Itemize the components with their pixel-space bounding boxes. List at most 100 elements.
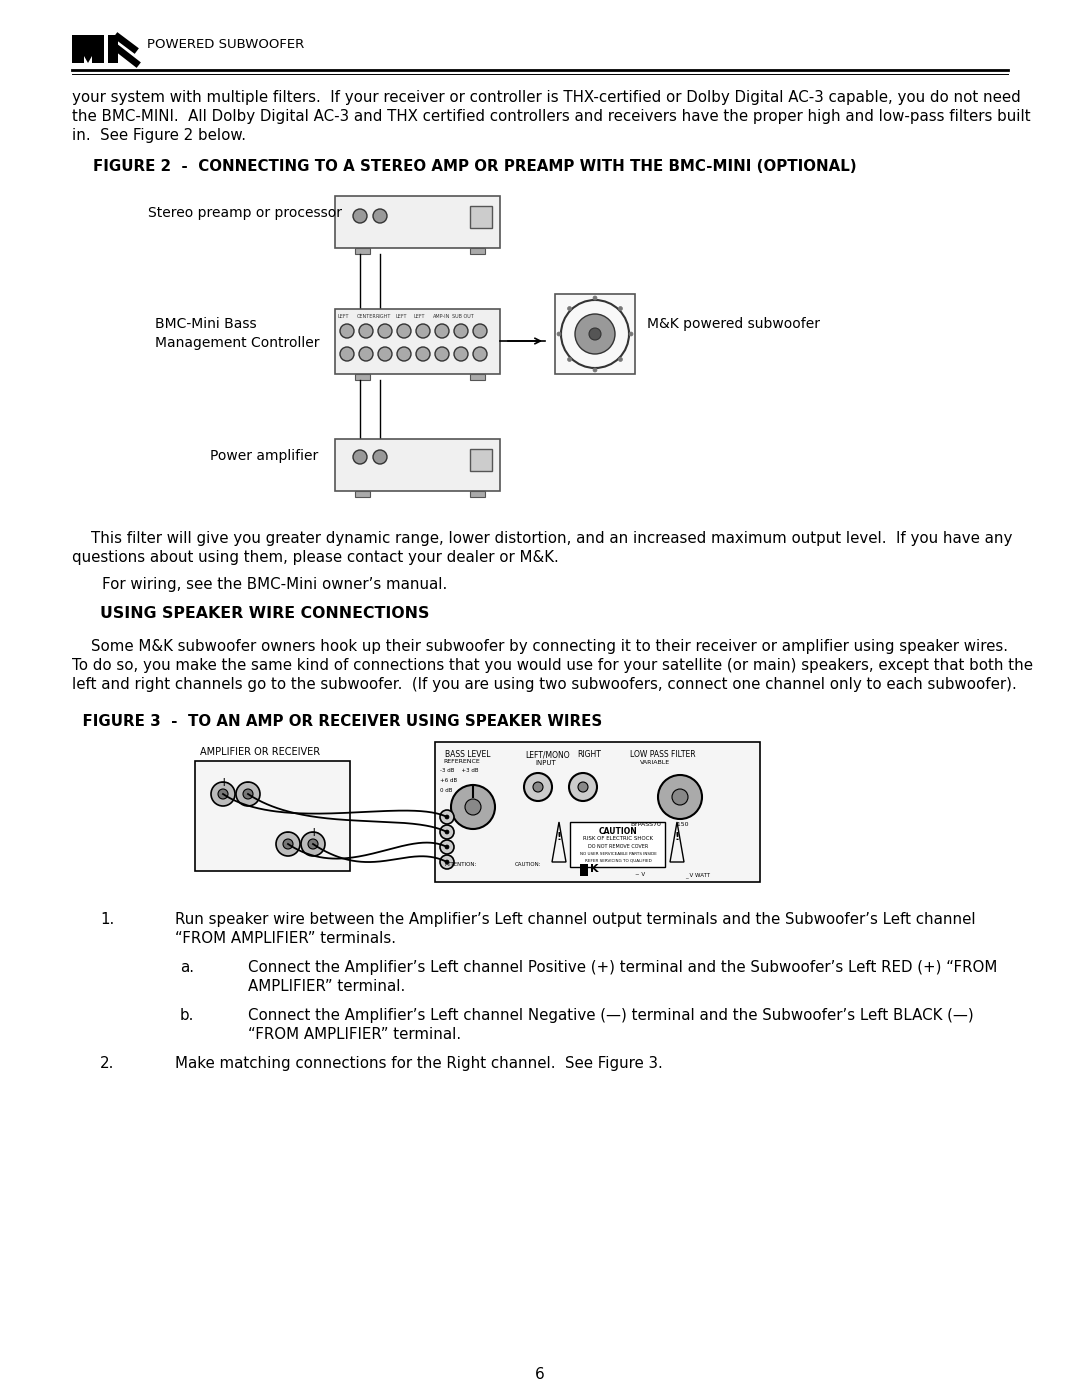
Bar [72, 35, 84, 63]
Circle shape [416, 346, 430, 360]
Circle shape [672, 789, 688, 805]
Text: NO USER SERVICEABLE PARTS INSIDE: NO USER SERVICEABLE PARTS INSIDE [580, 852, 657, 856]
Text: !: ! [556, 833, 562, 842]
Text: +: + [309, 826, 320, 840]
Circle shape [534, 782, 543, 792]
Text: RISK OF ELECTRIC SHOCK: RISK OF ELECTRIC SHOCK [583, 835, 653, 841]
Text: AMPLIFIER OR RECEIVER: AMPLIFIER OR RECEIVER [200, 747, 320, 757]
Circle shape [593, 367, 597, 372]
Circle shape [454, 346, 468, 360]
Circle shape [578, 782, 588, 792]
Text: REFERENCE: REFERENCE [443, 759, 480, 764]
Text: Management Controller: Management Controller [156, 337, 320, 351]
Circle shape [397, 324, 411, 338]
Circle shape [451, 785, 495, 828]
Text: -3 dB    +3 dB: -3 dB +3 dB [440, 768, 478, 773]
Bar [580, 863, 588, 876]
Text: LOW PASS FILTER: LOW PASS FILTER [630, 750, 696, 759]
Circle shape [378, 346, 392, 360]
Text: BMC-Mini Bass: BMC-Mini Bass [156, 317, 257, 331]
Text: CAUTION: CAUTION [598, 827, 637, 835]
Circle shape [568, 358, 571, 362]
Circle shape [353, 450, 367, 464]
Bar [335, 309, 500, 374]
Text: 1.: 1. [100, 912, 114, 928]
Circle shape [237, 782, 260, 806]
Circle shape [353, 210, 367, 224]
Circle shape [473, 324, 487, 338]
Circle shape [359, 324, 373, 338]
Text: AMPLIFIER” terminal.: AMPLIFIER” terminal. [248, 979, 405, 995]
Circle shape [435, 324, 449, 338]
Text: 0 dB: 0 dB [440, 788, 453, 793]
Bar [470, 249, 485, 254]
Circle shape [445, 814, 449, 819]
Bar [108, 35, 118, 63]
Circle shape [619, 306, 622, 310]
Circle shape [440, 855, 454, 869]
Text: 6: 6 [535, 1368, 545, 1382]
Bar [355, 249, 370, 254]
Text: USING SPEAKER WIRE CONNECTIONS: USING SPEAKER WIRE CONNECTIONS [100, 606, 430, 622]
Circle shape [575, 314, 615, 353]
Text: BYPASS: BYPASS [630, 821, 653, 827]
Text: “FROM AMPLIFIER” terminal.: “FROM AMPLIFIER” terminal. [248, 1027, 461, 1042]
Bar [470, 448, 492, 471]
Text: ATTENTION:: ATTENTION: [445, 862, 477, 868]
Circle shape [589, 328, 600, 339]
Text: +: + [219, 775, 230, 789]
Text: VARIABLE: VARIABLE [640, 760, 670, 766]
Circle shape [359, 346, 373, 360]
Bar [195, 761, 350, 870]
Circle shape [435, 346, 449, 360]
Text: the BMC-MINI.  All Dolby Digital AC-3 and THX certified controllers and receiver: the BMC-MINI. All Dolby Digital AC-3 and… [72, 109, 1030, 124]
Text: Run speaker wire between the Amplifier’s Left channel output terminals and the S: Run speaker wire between the Amplifier’s… [175, 912, 975, 928]
Circle shape [454, 324, 468, 338]
Circle shape [211, 782, 235, 806]
Text: left and right channels go to the subwoofer.  (If you are using two subwoofers, : left and right channels go to the subwoo… [72, 678, 1016, 692]
Text: POWERED SUBWOOFER: POWERED SUBWOOFER [147, 38, 305, 52]
Circle shape [440, 810, 454, 824]
Circle shape [373, 450, 387, 464]
Bar [555, 293, 635, 374]
Text: FIGURE 3  -  TO AN AMP OR RECEIVER USING SPEAKER WIRES: FIGURE 3 - TO AN AMP OR RECEIVER USING S… [72, 714, 603, 729]
Circle shape [593, 296, 597, 300]
Bar [355, 374, 370, 380]
Text: FIGURE 2  -  CONNECTING TO A STEREO AMP OR PREAMP WITH THE BMC-MINI (OPTIONAL): FIGURE 2 - CONNECTING TO A STEREO AMP OR… [72, 159, 856, 175]
Bar [92, 35, 104, 63]
Text: AMP-IN: AMP-IN [433, 314, 450, 319]
Text: K: K [590, 863, 598, 875]
Text: ~ V: ~ V [635, 872, 645, 877]
Circle shape [301, 833, 325, 856]
Circle shape [283, 840, 293, 849]
Text: CAUTION:: CAUTION: [515, 862, 542, 868]
Text: Power amplifier: Power amplifier [210, 448, 319, 462]
Polygon shape [72, 35, 104, 63]
Circle shape [440, 840, 454, 854]
Circle shape [524, 773, 552, 800]
Bar [435, 742, 760, 882]
Text: INPUT: INPUT [535, 760, 556, 766]
Circle shape [445, 830, 449, 834]
Circle shape [340, 324, 354, 338]
Circle shape [218, 789, 228, 799]
Circle shape [557, 332, 561, 337]
Text: LEFT: LEFT [414, 314, 426, 319]
Text: This filter will give you greater dynamic range, lower distortion, and an increa: This filter will give you greater dynami… [72, 531, 1012, 546]
Text: LEFT: LEFT [395, 314, 406, 319]
Bar [470, 205, 492, 228]
Circle shape [445, 861, 449, 863]
Text: For wiring, see the BMC-Mini owner’s manual.: For wiring, see the BMC-Mini owner’s man… [102, 577, 447, 592]
Circle shape [397, 346, 411, 360]
Text: _ V WATT: _ V WATT [685, 872, 710, 877]
Text: 70        150: 70 150 [653, 821, 689, 827]
Bar [355, 490, 370, 497]
Bar [470, 490, 485, 497]
Text: “FROM AMPLIFIER” terminals.: “FROM AMPLIFIER” terminals. [175, 930, 396, 946]
Text: Make matching connections for the Right channel.  See Figure 3.: Make matching connections for the Right … [175, 1056, 663, 1071]
Text: b.: b. [180, 1009, 194, 1023]
Circle shape [465, 799, 481, 814]
Text: a.: a. [180, 960, 194, 975]
Text: 2.: 2. [100, 1056, 114, 1071]
Circle shape [416, 324, 430, 338]
